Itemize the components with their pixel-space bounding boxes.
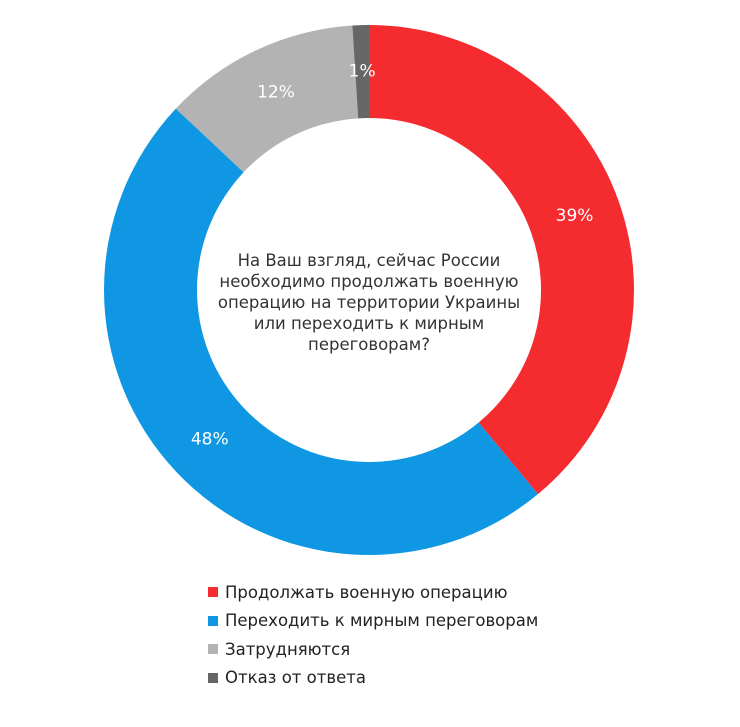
chart-title: На Ваш взгляд, сейчас России необходимо … xyxy=(217,251,521,354)
legend-label: Переходить к мирным переговорам xyxy=(225,611,539,631)
legend-swatch xyxy=(208,672,218,683)
donut-slice xyxy=(369,25,634,495)
donut-slice xyxy=(175,25,359,173)
legend-swatch xyxy=(208,587,218,598)
legend-label: Затрудняются xyxy=(225,639,351,659)
data-label: 1% xyxy=(349,62,376,82)
legend-item: Затрудняются xyxy=(208,635,538,664)
data-label: 48% xyxy=(191,430,229,450)
legend-label: Продолжать военную операцию xyxy=(225,582,508,602)
data-label: 39% xyxy=(556,206,594,226)
donut-slice xyxy=(104,108,538,556)
legend-swatch xyxy=(208,615,218,626)
legend-item: Отказ от ответа xyxy=(208,664,538,693)
donut-slice xyxy=(352,25,369,119)
legend: Продолжать военную операцию Переходить к… xyxy=(208,578,538,692)
data-label: 12% xyxy=(257,82,295,102)
legend-label: Отказ от ответа xyxy=(225,668,366,688)
legend-swatch xyxy=(208,644,218,655)
legend-item: Переходить к мирным переговорам xyxy=(208,607,538,636)
legend-item: Продолжать военную операцию xyxy=(208,578,538,607)
